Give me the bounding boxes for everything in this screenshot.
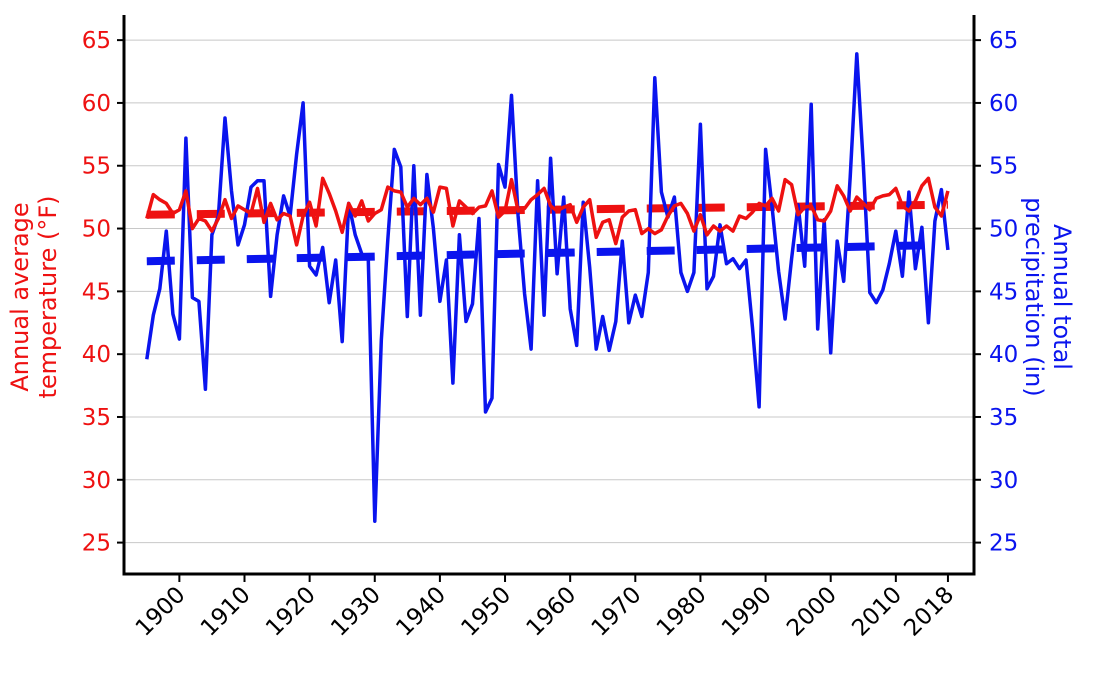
right-tick-label: 25 [989, 531, 1018, 557]
x-tick-label: 2010 [847, 582, 907, 642]
right-axis-title-line2: precipitation (in) [1020, 197, 1048, 396]
left-tick-label: 40 [82, 342, 111, 368]
left-tick-label: 45 [82, 279, 111, 305]
right-tick-label: 35 [989, 405, 1018, 431]
left-tick-label: 35 [82, 405, 111, 431]
precipitation-series-line [145, 52, 950, 523]
axes [117, 15, 981, 582]
x-tick-label: 2018 [899, 582, 959, 642]
left-tick-label: 30 [82, 468, 111, 494]
left-axis-title-line1: Annual average [6, 202, 34, 391]
axis-titles: Annual average temperature (°F) Annual t… [6, 195, 1076, 398]
x-tick-label: 1990 [717, 582, 777, 642]
left-tick-label: 50 [82, 217, 111, 243]
temperature-series-line [145, 176, 950, 247]
x-tick-label: 1960 [522, 582, 582, 642]
left-tick-label: 65 [82, 28, 111, 54]
left-tick-label: 25 [82, 531, 111, 557]
right-tick-label: 55 [989, 154, 1018, 180]
x-tick-label: 1970 [587, 582, 647, 642]
x-tick-label: 1920 [261, 582, 321, 642]
x-tick-label: 1980 [652, 582, 712, 642]
tick-labels: 25 25 30 30 35 35 40 40 45 45 50 50 55 55 60 60 65 65 1900… [82, 28, 1019, 642]
x-tick-label: 1910 [196, 582, 256, 642]
left-tick-label: 55 [82, 154, 111, 180]
gridlines [124, 39, 974, 544]
right-tick-label: 60 [989, 91, 1018, 117]
left-axis-title-line2: temperature (°F) [34, 195, 62, 398]
right-axis-title-line1: Annual total [1048, 224, 1076, 370]
x-tick-label: 1940 [391, 582, 451, 642]
left-tick-label: 60 [82, 91, 111, 117]
x-tick-label: 1930 [326, 582, 386, 642]
right-tick-label: 30 [989, 468, 1018, 494]
right-tick-label: 40 [989, 342, 1018, 368]
series-layer [145, 52, 950, 523]
x-tick-label: 2000 [782, 582, 842, 642]
right-tick-label: 45 [989, 279, 1018, 305]
x-tick-label: 1900 [131, 582, 191, 642]
x-tick-label: 1950 [456, 582, 516, 642]
right-tick-label: 50 [989, 217, 1018, 243]
right-tick-label: 65 [989, 28, 1018, 54]
